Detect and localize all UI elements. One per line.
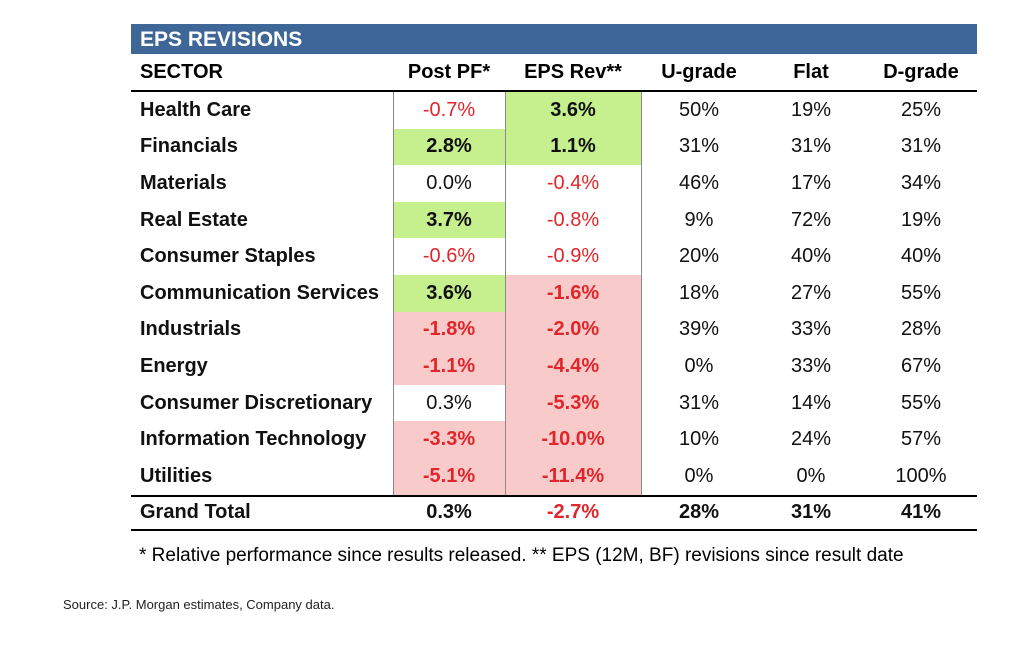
cell-flat: 40% [790,245,832,268]
cell-flat: 24% [790,428,832,451]
cell-d-grade: 28% [900,318,942,341]
cell-u-grade: 46% [678,171,720,194]
cell-eps-rev: -4.4% [505,348,641,385]
cell-post-pf: 2.8% [393,128,505,166]
cell-u-grade: 10% [678,428,720,451]
cell-post-pf: 3.7% [393,201,505,239]
cell-sector: Utilities [140,464,213,487]
cell-u-grade: 39% [678,318,720,341]
cell-eps-rev: -0.9% [546,245,600,268]
total-flat: 31% [790,501,832,524]
cell-d-grade: 100% [895,464,947,487]
table-row: Health Care -0.7% 3.6% 50% 19% 25% [131,92,977,129]
cell-d-grade: 55% [900,391,942,414]
cell-d-grade: 67% [900,354,942,377]
column-divider-left [393,92,394,495]
cell-eps-rev: -10.0% [505,421,641,458]
source-note: Source: J.P. Morgan estimates, Company d… [63,597,335,612]
table-row: Consumer Staples -0.6% -0.9% 20% 40% 40% [131,238,977,275]
cell-u-grade: 50% [678,98,720,121]
cell-post-pf: 3.6% [393,274,505,312]
cell-eps-rev: -11.4% [505,457,641,495]
cell-d-grade: 34% [900,171,942,194]
cell-sector: Information Technology [140,428,367,451]
column-header-d-grade: D-grade [883,60,959,83]
cell-post-pf: -3.3% [393,421,505,458]
total-post-pf: 0.3% [426,501,472,524]
cell-post-pf: -5.1% [393,457,505,495]
cell-d-grade: 25% [900,98,942,121]
cell-flat: 33% [790,318,832,341]
cell-u-grade: 18% [678,281,720,304]
cell-u-grade: 31% [678,391,720,414]
cell-d-grade: 40% [900,245,942,268]
column-divider-right [641,92,642,495]
cell-post-pf: -0.7% [422,98,476,121]
cell-u-grade: 9% [684,208,714,231]
table-row: Information Technology -3.3% -10.0% 10% 24% 5… [131,421,977,458]
cell-sector: Consumer Staples [140,245,316,268]
cell-flat: 33% [790,354,832,377]
table-row: Financials 2.8% 1.1% 31% 31% 31% [131,128,977,166]
cell-post-pf: -0.6% [422,245,476,268]
column-header-post-pf: Post PF* [407,60,491,83]
column-divider-middle [505,92,506,495]
cell-post-pf: 0.0% [426,171,472,194]
cell-u-grade: 20% [678,245,720,268]
total-sector: Grand Total [140,501,251,524]
cell-flat: 31% [790,135,832,158]
table-title: EPS REVISIONS [131,24,977,54]
cell-flat: 19% [790,98,832,121]
cell-u-grade: 0% [684,464,714,487]
cell-eps-rev: -1.6% [505,274,641,312]
grand-total-row: Grand Total 0.3% -2.7% 28% 31% 41% [131,494,977,531]
total-d-grade: 41% [900,501,942,524]
cell-post-pf: 0.3% [426,391,472,414]
cell-sector: Energy [140,354,208,377]
cell-sector: Communication Services [140,281,379,304]
footnote: * Relative performance since results rel… [139,545,904,566]
cell-eps-rev: -5.3% [505,384,641,422]
table-row: Utilities -5.1% -11.4% 0% 0% 100% [131,457,977,495]
cell-u-grade: 0% [684,354,714,377]
cell-eps-rev: -0.8% [546,208,600,231]
table-row: Consumer Discretionary 0.3% -5.3% 31% 14% 55% [131,384,977,422]
column-header-u-grade: U-grade [661,60,737,83]
cell-eps-rev: -2.0% [505,311,641,349]
cell-d-grade: 31% [900,135,942,158]
eps-revisions-table: EPS REVISIONS SECTOR Post PF* EPS Rev** … [131,24,977,531]
cell-sector: Real Estate [140,208,248,231]
column-header-eps-rev: EPS Rev** [524,60,622,83]
total-u-grade: 28% [678,501,720,524]
cell-eps-rev: 3.6% [505,92,641,129]
column-header-sector: SECTOR [140,60,223,83]
cell-sector: Consumer Discretionary [140,391,373,414]
cell-sector: Financials [140,135,238,158]
cell-d-grade: 55% [900,281,942,304]
cell-sector: Health Care [140,98,252,121]
table-row: Communication Services 3.6% -1.6% 18% 27% 55% [131,274,977,312]
cell-sector: Materials [140,171,227,194]
cell-post-pf: -1.1% [393,348,505,385]
column-header-flat: Flat [793,60,829,83]
header-row: SECTOR Post PF* EPS Rev** U-grade Flat D… [131,54,977,92]
cell-flat: 72% [790,208,832,231]
cell-flat: 0% [796,464,826,487]
table-row: Materials 0.0% -0.4% 46% 17% 34% [131,165,977,202]
cell-d-grade: 19% [900,208,942,231]
total-eps-rev: -2.7% [546,501,600,524]
table-row: Industrials -1.8% -2.0% 39% 33% 28% [131,311,977,349]
table-body: Health Care -0.7% 3.6% 50% 19% 25% Financials 2… [131,92,977,495]
table-row: Real Estate 3.7% -0.8% 9% 72% 19% [131,201,977,239]
cell-flat: 17% [790,171,832,194]
cell-u-grade: 31% [678,135,720,158]
cell-eps-rev: -0.4% [546,171,600,194]
cell-flat: 14% [790,391,832,414]
cell-sector: Industrials [140,318,242,341]
cell-post-pf: -1.8% [393,311,505,349]
cell-eps-rev: 1.1% [505,128,641,166]
table-row: Energy -1.1% -4.4% 0% 33% 67% [131,348,977,385]
cell-flat: 27% [790,281,832,304]
cell-d-grade: 57% [900,428,942,451]
